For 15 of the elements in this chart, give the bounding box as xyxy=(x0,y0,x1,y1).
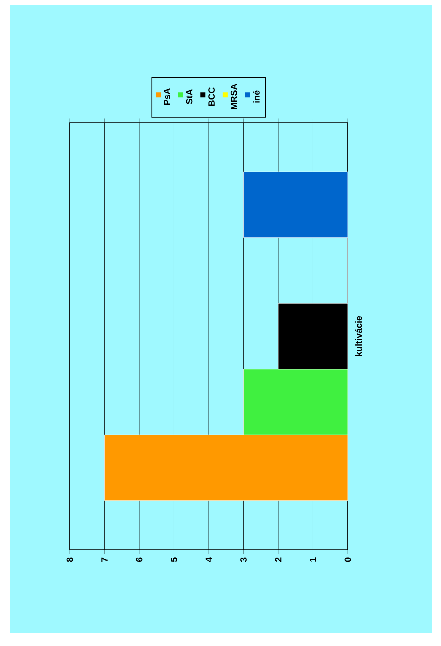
legend-label: MRSA xyxy=(230,84,238,110)
x-tick-label: 0 xyxy=(344,558,352,562)
x-tick-label: 3 xyxy=(240,558,247,562)
legend-label: StA xyxy=(186,89,193,104)
x-tick-label: 8 xyxy=(66,558,74,562)
legend-label: PsA xyxy=(164,88,170,106)
y-tick-label: kultivácie xyxy=(355,316,362,356)
x-tick-label: 2 xyxy=(275,558,282,562)
x-tick-label: 1 xyxy=(310,558,316,562)
x-tick-label: 6 xyxy=(136,558,143,562)
legend-label: BCC xyxy=(208,87,215,106)
x-tick-label: 5 xyxy=(171,558,178,562)
x-tick-label: 7 xyxy=(102,558,108,562)
x-tick-label: 4 xyxy=(206,557,212,562)
legend-label: iné xyxy=(253,90,260,103)
